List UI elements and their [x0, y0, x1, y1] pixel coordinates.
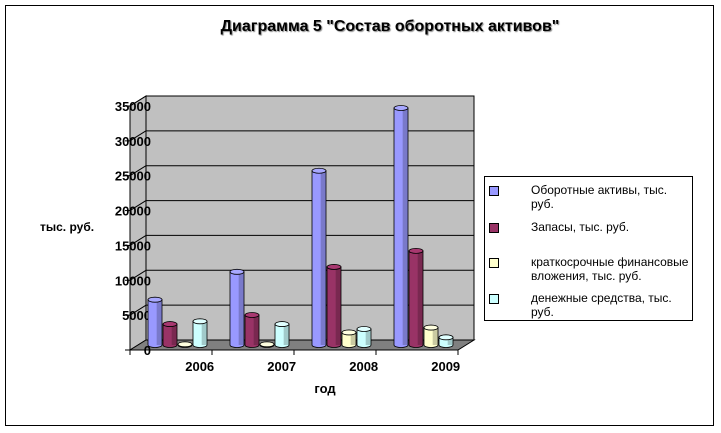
- bar-top: [393, 105, 409, 111]
- bar-shade: [350, 332, 356, 345]
- x-tick-label-2009: 2009: [431, 359, 460, 374]
- y-tick-label: 10000: [115, 273, 151, 288]
- y-tick-label: 20000: [115, 204, 151, 219]
- bar-top: [147, 296, 163, 303]
- gridline-side: [129, 304, 147, 316]
- x-tick-label-2006: 2006: [185, 359, 214, 374]
- bar-top: [356, 326, 372, 332]
- bar-top: [326, 264, 342, 270]
- bar-short-term-investments-2006: [177, 341, 193, 348]
- legend-label-inventory: Запасы, тыс. руб.: [531, 220, 630, 234]
- bar-top: [259, 341, 275, 348]
- gridline-side: [129, 200, 147, 211]
- gridline-side: [129, 130, 147, 142]
- bar-inventory-2007: [244, 312, 260, 348]
- bar-top: [274, 321, 290, 327]
- bar-top: [192, 318, 208, 325]
- gridline-side: [129, 95, 147, 107]
- bar-shade: [320, 170, 326, 345]
- bar-shade: [253, 315, 259, 345]
- bar-current-assets-2006: [147, 296, 163, 348]
- gridline-side: [129, 235, 147, 246]
- legend-label-short-term-investments: краткосрочные финансовые вложения, тыс. …: [531, 255, 689, 283]
- bar-top: [162, 321, 178, 327]
- x-axis-label: год: [314, 381, 336, 396]
- bar-shade: [238, 271, 244, 345]
- bar-inventory-2008: [326, 264, 342, 348]
- bar-short-term-investments-2007: [259, 341, 275, 348]
- bar-top: [438, 334, 454, 341]
- y-axis-label: тыс. руб.: [40, 220, 95, 234]
- legend-swatch-short-term-investments: [489, 258, 499, 268]
- x-tick-label-2007: 2007: [267, 359, 296, 374]
- bar-shade: [447, 337, 453, 345]
- gridline-side: [129, 269, 147, 281]
- gridline-side: [129, 165, 147, 177]
- bar-cash-2006: [192, 318, 208, 348]
- y-tick-label: 25000: [115, 169, 151, 184]
- legend-swatch-cash: [489, 294, 499, 304]
- bar-top: [244, 312, 260, 318]
- bar-cash-2007: [274, 321, 290, 348]
- bar-shade: [365, 328, 371, 345]
- plot-back-wall: [145, 95, 475, 341]
- bar-current-assets-2009: [393, 105, 409, 348]
- bar-short-term-investments-2008: [341, 329, 357, 348]
- bar-inventory-2006: [162, 321, 178, 348]
- y-tick-label: 35000: [115, 99, 151, 114]
- y-tick-label: 30000: [115, 134, 151, 149]
- bar-current-assets-2008: [311, 167, 327, 348]
- bar-top: [177, 341, 193, 348]
- bar-shade: [402, 107, 408, 345]
- y-tick-label: 5000: [122, 308, 151, 323]
- bar-top: [408, 247, 424, 254]
- bar-top: [423, 324, 439, 331]
- bar-cash-2009: [438, 334, 454, 348]
- bar-shade: [171, 324, 177, 345]
- bar-shade: [201, 321, 207, 345]
- x-tick-label-2008: 2008: [349, 359, 378, 374]
- bar-top: [311, 167, 327, 174]
- bar-shade: [283, 324, 289, 345]
- bar-top: [229, 268, 245, 275]
- bar-shade: [417, 250, 423, 345]
- bar-shade: [335, 266, 341, 345]
- bar-cash-2008: [356, 326, 372, 348]
- chart-title: Диаграмма 5 "Состав оборотных активов": [220, 18, 560, 35]
- bar-short-term-investments-2009: [423, 324, 439, 348]
- legend-label-cash: денежные средства, тыс. руб.: [531, 291, 672, 319]
- bar-shade: [156, 299, 162, 345]
- chart-legend: Оборотные активы, тыс. руб. Запасы, тыс.…: [484, 176, 693, 321]
- legend-swatch-inventory: [489, 223, 499, 233]
- bar-shade: [432, 327, 438, 345]
- bar-current-assets-2007: [229, 268, 245, 348]
- bar-top: [341, 329, 357, 336]
- bar-inventory-2009: [408, 247, 424, 348]
- legend-label-current-assets: Оборотные активы, тыс. руб.: [531, 183, 668, 211]
- chart-frame: [5, 5, 714, 426]
- legend-swatch-current-assets: [489, 186, 499, 196]
- y-tick-label: 15000: [115, 238, 151, 253]
